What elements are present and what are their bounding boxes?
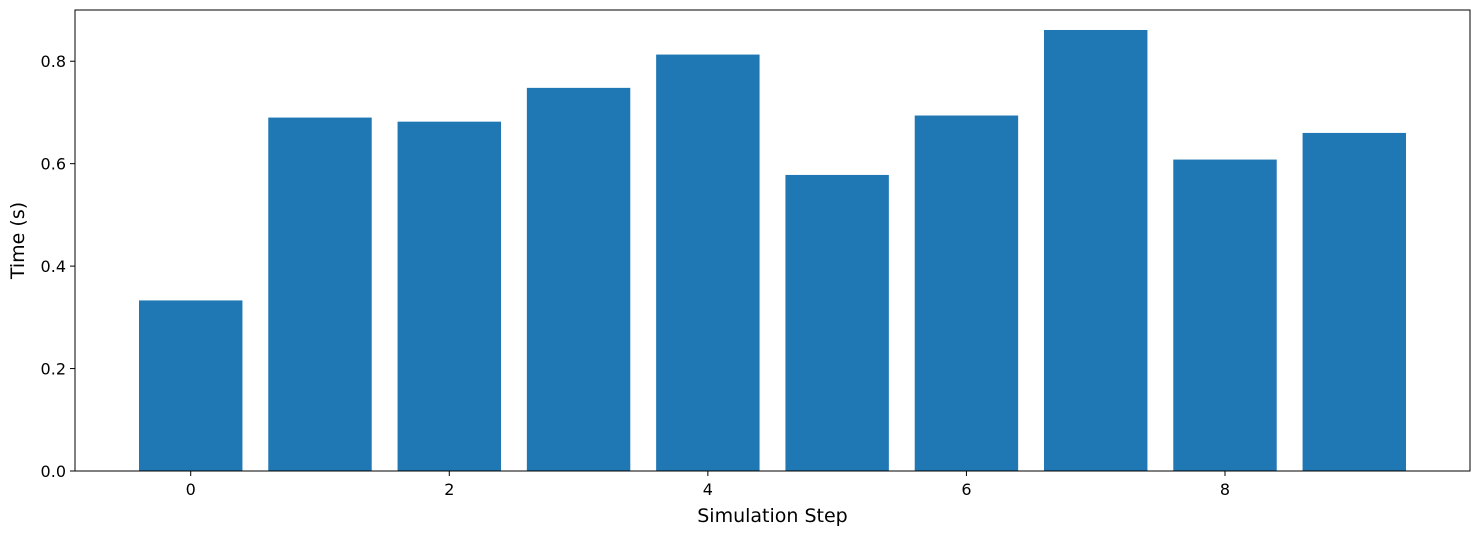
bars-group	[139, 29, 1406, 472]
x-tick-label: 0	[186, 480, 196, 499]
bar-step-9	[1302, 132, 1406, 471]
x-tick-label: 6	[961, 480, 971, 499]
bar-step-3	[526, 87, 631, 472]
x-tick-label: 4	[703, 480, 713, 499]
y-axis-ticks: 0.0 0.2 0.4 0.6 0.8	[41, 52, 75, 481]
bar-step-1	[268, 117, 372, 471]
bar-step-6	[914, 115, 1019, 472]
y-tick-label: 0.4	[41, 257, 66, 276]
bar-step-8	[1173, 159, 1277, 471]
y-tick-label: 0.8	[41, 52, 66, 71]
bar-step-2	[397, 121, 501, 471]
bar-step-5	[785, 174, 889, 471]
y-tick-label: 0.6	[41, 155, 66, 174]
axes-frame	[74, 9, 1471, 472]
bar-step-7	[1044, 29, 1148, 471]
bar-step-4	[656, 54, 760, 472]
y-tick-label: 0.2	[41, 360, 66, 379]
bar-step-0	[139, 300, 243, 471]
y-axis-label: Time (s)	[7, 202, 29, 280]
x-axis-ticks: 0 2 4 6 8	[186, 471, 1230, 499]
x-axis-label: Simulation Step	[697, 505, 848, 527]
x-tick-label: 8	[1220, 480, 1230, 499]
x-tick-label: 2	[444, 480, 454, 499]
y-tick-label: 0.0	[41, 462, 66, 481]
